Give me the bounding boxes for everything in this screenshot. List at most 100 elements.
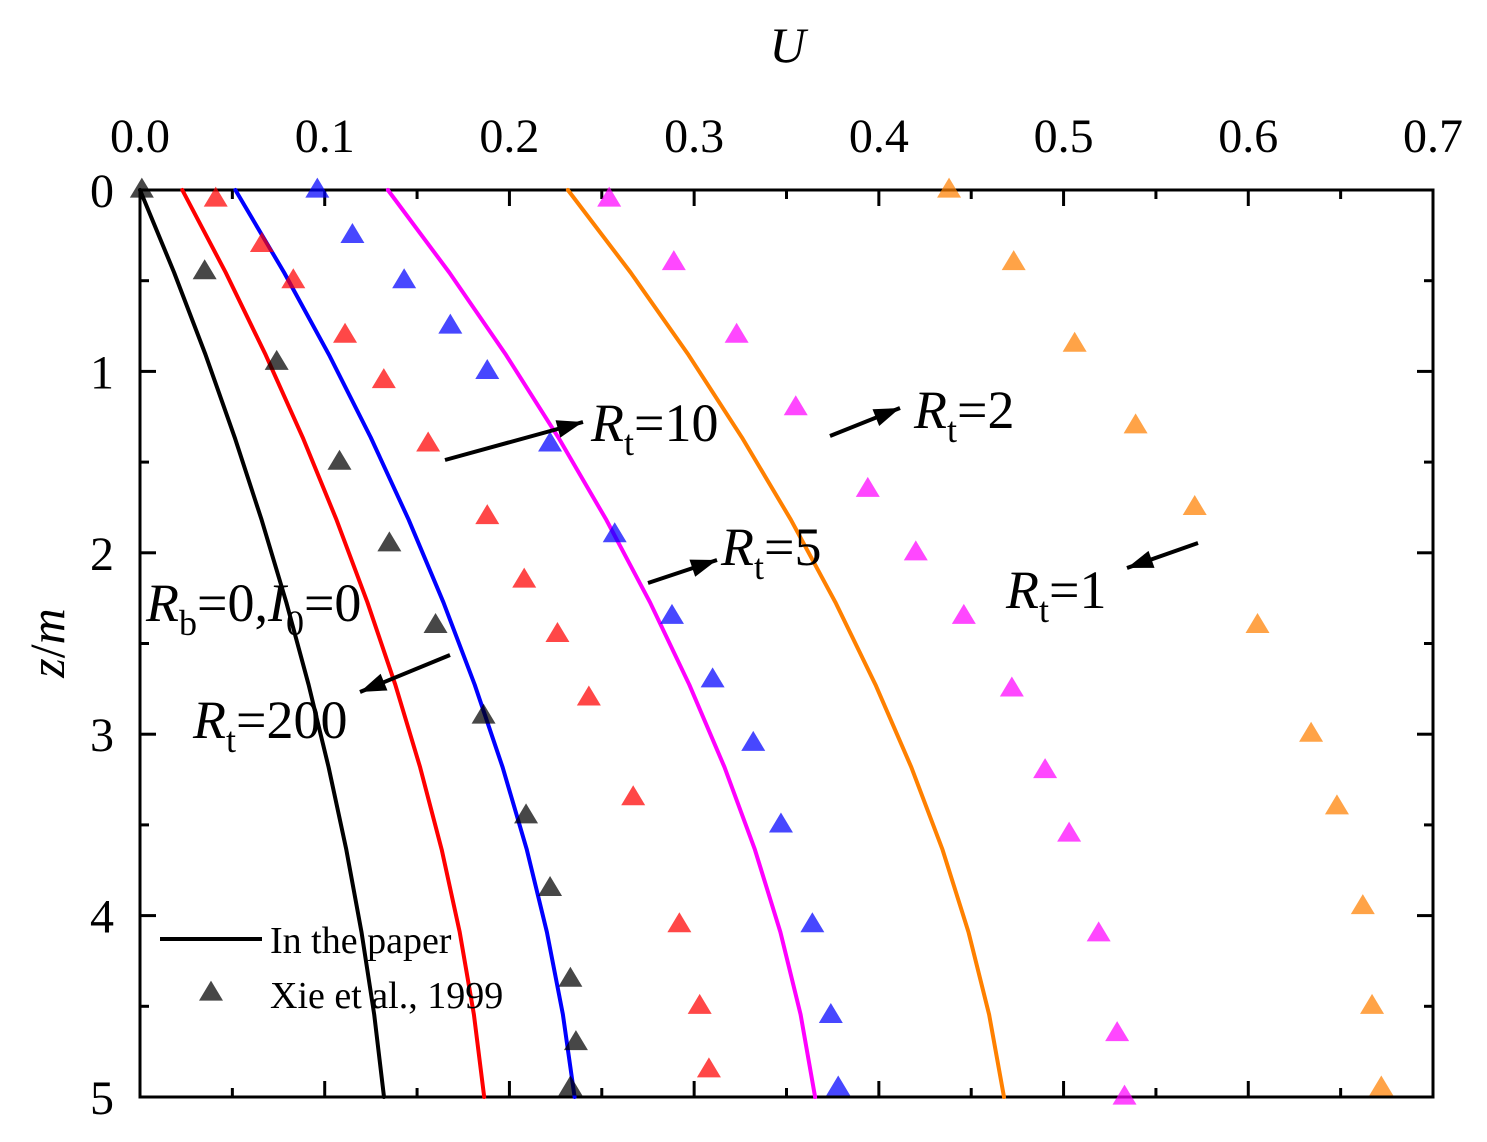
series-label-Rt=5: Rt=5 <box>720 517 821 587</box>
marker-Rt=1 <box>1369 1075 1394 1096</box>
marker-Rt=1 <box>1123 413 1148 434</box>
marker-Rt=5 <box>438 313 463 334</box>
marker-Rt=200 <box>423 612 448 633</box>
marker-Rt=200 <box>264 349 289 370</box>
series-label-Rt=200: Rt=200 <box>192 690 347 760</box>
y-tick-label: 1 <box>90 346 114 399</box>
marker-Rt=10 <box>667 912 692 933</box>
marker-Rt=2 <box>903 540 928 561</box>
marker-Rt=1 <box>1182 495 1207 516</box>
legend-marker-swatch <box>199 980 223 1001</box>
curve-Rt=10 <box>180 188 487 1099</box>
marker-Rt=200 <box>558 966 583 987</box>
marker-Rt=2 <box>1057 821 1082 842</box>
series-label-Rt=10: Rt=10 <box>590 393 718 463</box>
marker-Rt=5 <box>741 730 766 751</box>
arrow-Rt=5-head <box>689 559 717 577</box>
y-tick-label: 4 <box>90 891 114 944</box>
axes-group: 0.0 0.1 0.2 0.3 0.4 0.5 0.6 0.7 U 0 1 2 3 4 5 z/m <box>19 17 1463 1125</box>
series-label-Rt=2: Rt=2 <box>913 380 1014 450</box>
marker-Rt=1 <box>1062 331 1087 352</box>
y-tick-label: 0 <box>90 165 114 218</box>
marker-Rt=2 <box>724 322 749 343</box>
marker-Rt=10 <box>333 322 358 343</box>
x-tick-label: 0.3 <box>664 110 724 163</box>
x-tick-label: 0.5 <box>1034 110 1094 163</box>
arrow-Rt=200-head <box>360 673 388 692</box>
marker-Rt=10 <box>371 368 396 389</box>
curve-Rt=5 <box>233 188 577 1099</box>
marker-Rt=5 <box>602 522 627 543</box>
marker-Rt=2 <box>1105 1021 1130 1042</box>
marker-Rt=1 <box>1360 993 1385 1014</box>
marker-Rt=10 <box>576 685 601 706</box>
legend-marker-label: Xie et al., 1999 <box>270 975 503 1017</box>
series-label-Rt=1: Rt=1 <box>1005 560 1106 630</box>
curves-group <box>138 188 1006 1099</box>
marker-Rt=5 <box>826 1075 851 1096</box>
x-tick-label: 0.0 <box>110 110 170 163</box>
x-axis-label: U <box>769 17 808 73</box>
x-tick-label: 0.6 <box>1218 110 1278 163</box>
legend-line-label: In the paper <box>270 920 452 962</box>
marker-Rt=5 <box>475 359 500 379</box>
marker-Rt=5 <box>818 1002 843 1023</box>
marker-Rt=5 <box>392 268 417 289</box>
marker-Rt=10 <box>696 1057 721 1078</box>
marker-Rt=5 <box>659 603 684 624</box>
marker-Rt=1 <box>937 177 962 198</box>
marker-Rt=10 <box>416 431 441 452</box>
marker-Rt=5 <box>700 667 725 688</box>
marker-Rt=5 <box>340 222 365 243</box>
marker-Rt=200 <box>514 803 539 824</box>
marker-Rt=1 <box>1245 612 1270 633</box>
marker-Rt=10 <box>249 232 274 253</box>
marker-Rt=1 <box>1324 794 1349 815</box>
marker-Rt=2 <box>1033 758 1058 779</box>
marker-Rt=200 <box>129 177 154 198</box>
marker-Rt=1 <box>1001 250 1026 271</box>
marker-Rt=10 <box>475 504 500 525</box>
marker-Rt=10 <box>621 785 646 806</box>
y-axis-label: z/m <box>19 608 75 678</box>
marker-Rt=5 <box>768 812 793 833</box>
x-tick-label: 0.2 <box>479 110 539 163</box>
marker-Rt=200 <box>563 1030 588 1051</box>
markers-group <box>129 177 1394 1105</box>
x-tick-label: 0.1 <box>295 110 355 163</box>
marker-Rt=2 <box>855 476 880 497</box>
marker-Rt=200 <box>192 259 217 280</box>
y-tick-label: 2 <box>90 528 114 581</box>
marker-Rt=2 <box>951 603 976 624</box>
marker-Rt=1 <box>1350 894 1375 915</box>
condition-note: Rb=0,I0=0 <box>145 573 361 643</box>
marker-Rt=2 <box>783 395 808 416</box>
curve-Rt=200 <box>138 188 386 1099</box>
x-tick-label: 0.4 <box>849 110 909 163</box>
arrow-Rt=10-head <box>555 420 583 438</box>
x-tick-label: 0.7 <box>1403 110 1463 163</box>
arrow-Rt=1-head <box>1127 550 1155 568</box>
marker-Rt=10 <box>281 268 306 289</box>
marker-Rt=200 <box>471 703 496 724</box>
curve-Rt=1 <box>565 188 1006 1099</box>
marker-Rt=10 <box>203 186 228 207</box>
legend: In the paper Xie et al., 1999 <box>160 920 503 1017</box>
marker-Rt=1 <box>1299 721 1324 742</box>
marker-Rt=5 <box>538 431 563 452</box>
marker-Rt=200 <box>377 531 402 552</box>
y-tick-label: 5 <box>90 1072 114 1125</box>
marker-Rt=10 <box>545 622 570 643</box>
marker-Rt=200 <box>327 449 352 470</box>
marker-Rt=2 <box>999 676 1024 697</box>
marker-Rt=2 <box>1112 1084 1137 1105</box>
arrow-Rt=2-head <box>872 408 900 427</box>
marker-Rt=2 <box>661 250 686 271</box>
marker-Rt=200 <box>558 1075 583 1096</box>
marker-Rt=2 <box>1086 921 1111 942</box>
marker-Rt=10 <box>512 567 537 588</box>
y-tick-label: 3 <box>90 709 114 762</box>
marker-Rt=5 <box>305 177 330 198</box>
